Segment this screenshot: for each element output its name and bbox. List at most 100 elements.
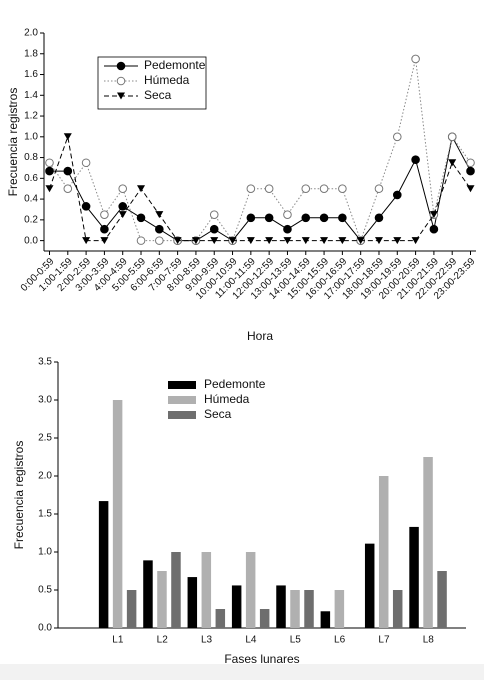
marker xyxy=(81,202,91,211)
bar xyxy=(304,590,314,628)
bar xyxy=(143,560,153,628)
x-tick-label: L1 xyxy=(112,635,124,646)
bar xyxy=(290,590,300,628)
marker xyxy=(209,224,219,234)
marker xyxy=(429,224,439,234)
marker xyxy=(374,184,384,194)
marker xyxy=(209,210,219,219)
legend-swatch xyxy=(168,411,196,419)
y-tick-label: 1.4 xyxy=(24,90,38,101)
bar xyxy=(378,476,389,628)
marker xyxy=(191,237,200,245)
y-tick-label: 2.5 xyxy=(38,433,52,444)
x-tick-label: L2 xyxy=(157,635,169,646)
marker xyxy=(155,211,164,219)
x-axis-title: Hora xyxy=(247,329,273,343)
marker xyxy=(246,213,256,223)
y-tick-label: 3.5 xyxy=(38,357,52,368)
legend-label: Seca xyxy=(204,407,232,421)
marker xyxy=(118,202,128,211)
x-tick-label: L5 xyxy=(290,635,302,646)
marker xyxy=(411,54,420,64)
marker xyxy=(393,237,402,245)
marker xyxy=(100,210,109,219)
bar xyxy=(231,585,242,628)
x-tick-label: L7 xyxy=(378,635,390,646)
marker xyxy=(301,237,310,245)
bar xyxy=(320,611,331,628)
marker xyxy=(246,237,255,245)
marker xyxy=(392,132,402,142)
marker xyxy=(283,237,292,245)
series-line xyxy=(49,135,471,242)
marker xyxy=(374,213,384,223)
bar xyxy=(423,457,433,628)
bar xyxy=(259,609,270,628)
marker xyxy=(100,224,109,234)
marker xyxy=(45,166,54,176)
bar xyxy=(392,590,403,628)
bar xyxy=(98,501,109,628)
y-tick-label: 1.2 xyxy=(24,111,38,122)
x-tick-label: L6 xyxy=(334,635,346,646)
marker xyxy=(265,237,274,245)
marker xyxy=(45,158,54,168)
marker xyxy=(45,185,54,193)
y-tick-label: 2.0 xyxy=(38,471,52,482)
bar xyxy=(215,609,226,628)
legend-label: Húmeda xyxy=(204,392,250,406)
marker xyxy=(429,211,438,219)
y-tick-label: 1.0 xyxy=(38,547,52,558)
bar xyxy=(126,590,137,628)
marker xyxy=(155,236,164,245)
legend-swatch xyxy=(168,396,196,404)
x-tick-label: L8 xyxy=(423,635,435,646)
marker xyxy=(63,166,73,176)
y-axis-title: Frecuencia registros xyxy=(12,441,26,550)
series-line xyxy=(49,58,471,243)
marker xyxy=(100,237,109,245)
y-tick-label: 0.8 xyxy=(24,152,38,163)
marker xyxy=(319,184,329,194)
marker xyxy=(63,184,73,194)
y-tick-label: 1.6 xyxy=(24,69,38,80)
marker xyxy=(356,237,365,245)
legend-label: Pedemonte xyxy=(144,58,206,72)
marker xyxy=(136,213,146,223)
y-tick-label: 2.0 xyxy=(24,28,38,39)
marker xyxy=(392,190,402,200)
marker xyxy=(466,185,475,193)
marker xyxy=(136,236,146,245)
x-tick-label: L4 xyxy=(245,635,257,646)
y-axis-title: Frecuencia registros xyxy=(6,88,20,197)
marker xyxy=(320,237,329,245)
marker xyxy=(374,237,383,245)
marker xyxy=(116,76,126,86)
marker xyxy=(283,210,292,219)
bar xyxy=(171,552,181,628)
bar xyxy=(364,543,375,628)
marker xyxy=(63,133,72,141)
y-tick-label: 0.0 xyxy=(38,623,52,634)
marker xyxy=(411,237,420,245)
bar xyxy=(187,577,198,628)
y-tick-label: 0.4 xyxy=(24,194,38,205)
y-tick-label: 0.5 xyxy=(38,585,52,596)
marker xyxy=(246,184,256,194)
bar xyxy=(334,590,345,628)
marker xyxy=(228,237,237,245)
marker xyxy=(338,184,347,194)
bar xyxy=(409,526,419,628)
marker xyxy=(210,237,219,245)
marker xyxy=(81,158,91,168)
marker xyxy=(338,237,347,245)
marker xyxy=(319,213,329,223)
marker xyxy=(447,132,457,142)
marker xyxy=(118,211,127,219)
bar xyxy=(276,585,286,628)
marker xyxy=(264,213,274,223)
marker xyxy=(466,166,475,176)
x-tick-label: L3 xyxy=(201,635,213,646)
y-tick-label: 3.0 xyxy=(38,395,52,406)
marker xyxy=(118,184,128,194)
